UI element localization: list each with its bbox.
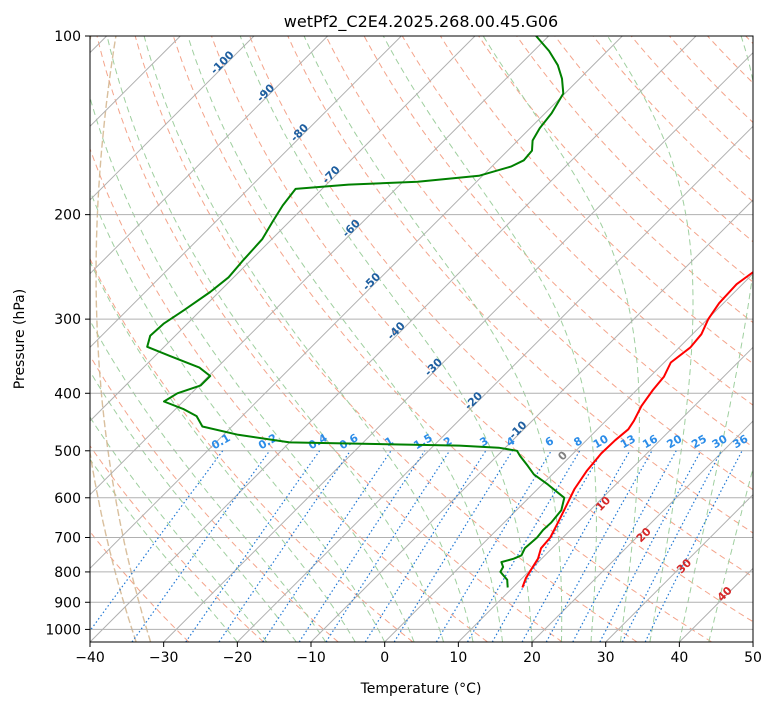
x-tick-label: 20 [523, 650, 541, 666]
y-tick-label: 600 [54, 491, 81, 507]
x-tick-label: −30 [149, 650, 179, 666]
x-tick-label: 10 [449, 650, 467, 666]
x-tick-label: −20 [223, 650, 253, 666]
y-axis-label: Pressure (hPa) [12, 289, 28, 389]
x-tick-label: −10 [296, 650, 326, 666]
y-tick-label: 800 [54, 565, 81, 581]
x-axis-label: Temperature (°C) [360, 681, 482, 697]
y-tick-label: 1000 [45, 622, 81, 638]
x-tick-label: −40 [75, 650, 105, 666]
y-tick-label: 300 [54, 312, 81, 328]
chart-title: wetPf2_C2E4.2025.268.00.45.G06 [284, 12, 558, 32]
y-tick-label: 100 [54, 29, 81, 45]
x-tick-label: 30 [597, 650, 615, 666]
y-tick-label: 700 [54, 531, 81, 547]
x-tick-label: 40 [670, 650, 688, 666]
x-tick-label: 0 [380, 650, 389, 666]
y-tick-label: 200 [54, 208, 81, 224]
y-tick-label: 400 [54, 386, 81, 402]
y-tick-label: 500 [54, 444, 81, 460]
x-tick-label: 50 [744, 650, 762, 666]
y-tick-label: 900 [54, 595, 81, 611]
